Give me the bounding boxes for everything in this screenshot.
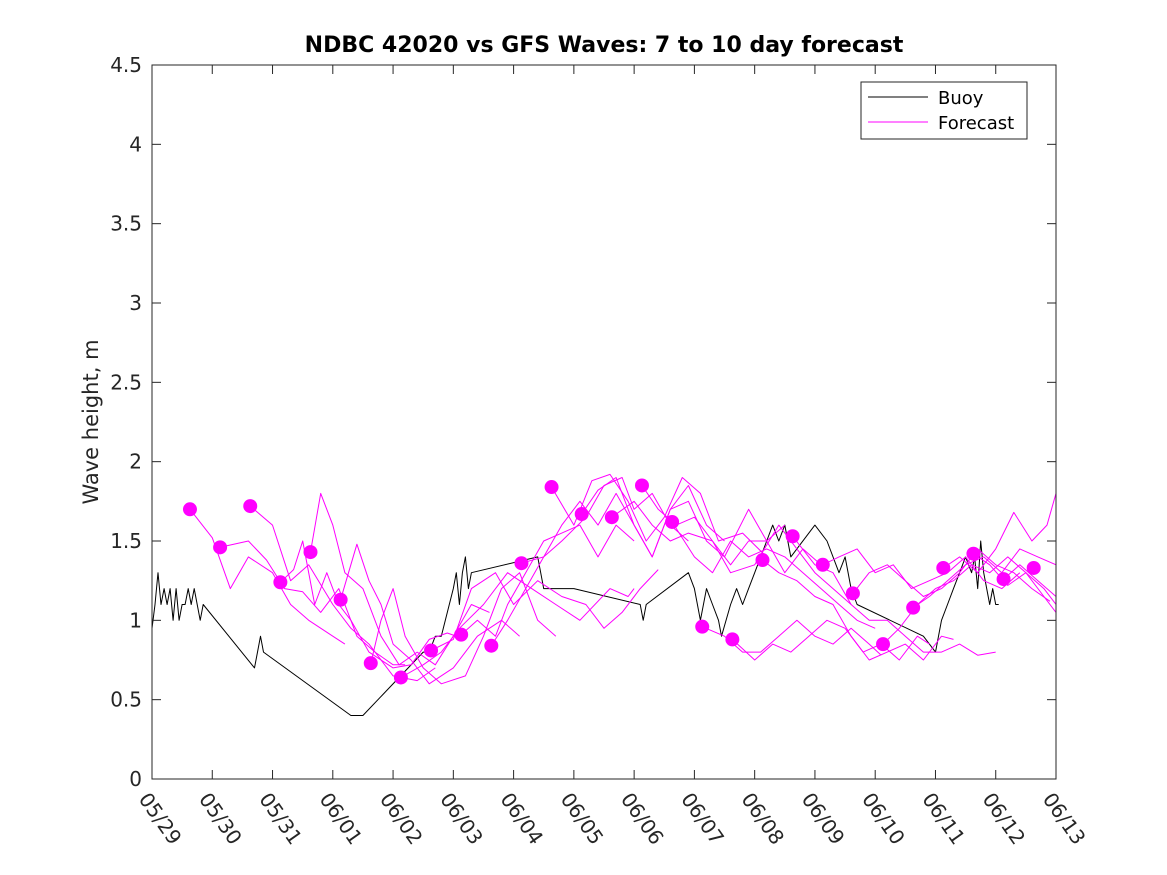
series-clip-group	[152, 473, 1056, 716]
legend-buoy-label: Buoy	[938, 88, 984, 109]
forecast-start-marker	[936, 560, 951, 575]
y-tick-label: 3.5	[110, 212, 142, 236]
forecast-start-marker	[695, 619, 710, 634]
forecast-start-marker	[604, 510, 619, 525]
forecast-start-marker	[906, 600, 921, 615]
legend: Buoy Forecast	[860, 81, 1028, 140]
forecast-start-marker	[273, 575, 288, 590]
plot-area	[152, 65, 1056, 779]
plot-frame	[151, 64, 1057, 780]
buoy-series-line	[152, 524, 999, 716]
forecast-series-line	[219, 540, 406, 666]
forecast-series-line	[370, 572, 557, 685]
forecast-start-marker	[1026, 560, 1041, 575]
forecast-start-marker	[484, 638, 499, 653]
forecast-series-line	[611, 500, 822, 574]
y-tick-label: 4	[129, 132, 142, 156]
chart-title: NDBC 42020 vs GFS Waves: 7 to 10 day for…	[305, 33, 904, 58]
forecast-start-marker	[966, 546, 981, 561]
forecast-start-marker	[213, 540, 228, 555]
forecast-start-marker	[393, 670, 408, 685]
forecast-series-line	[430, 569, 659, 651]
forecast-start-marker	[785, 529, 800, 544]
y-axis-label: Wave height, m	[79, 339, 103, 504]
forecast-start-marker	[544, 480, 559, 495]
forecast-series-line	[762, 559, 954, 661]
forecast-start-marker	[755, 553, 770, 568]
forecast-series-line	[732, 619, 930, 661]
forecast-series-line	[822, 548, 1021, 590]
forecast-series-line	[490, 477, 689, 646]
forecast-start-marker	[634, 478, 649, 493]
forecast-start-marker	[514, 556, 529, 571]
series-layer	[152, 473, 1056, 716]
forecast-start-marker	[876, 637, 891, 652]
forecast-series-line	[400, 572, 635, 678]
forecast-series-line	[551, 473, 768, 558]
forecast-start-marker	[845, 586, 860, 601]
legend-box	[860, 81, 1028, 140]
forecast-start-marker	[454, 627, 469, 642]
forecast-start-marker	[996, 572, 1011, 587]
forecast-series-line	[189, 508, 346, 645]
forecast-start-marker	[725, 632, 740, 647]
y-tick-label: 4.5	[110, 53, 142, 77]
forecast-series-line	[943, 493, 1056, 574]
y-tick-label: 2.5	[110, 370, 142, 394]
forecast-series-line	[912, 548, 1056, 609]
forecast-start-marker	[182, 502, 197, 517]
forecast-series-line	[852, 548, 1051, 602]
y-tick-label: 3	[129, 291, 142, 315]
forecast-series-line	[671, 521, 876, 629]
forecast-series-line	[973, 553, 1056, 613]
legend-forecast-label: Forecast	[938, 113, 1014, 134]
forecast-series-line	[702, 619, 882, 656]
forecast-start-marker	[363, 656, 378, 671]
forecast-start-marker	[333, 592, 348, 607]
forecast-start-marker	[303, 545, 318, 560]
y-tick-label: 1.5	[110, 529, 142, 553]
forecast-series-line	[792, 535, 996, 656]
y-tick-label: 2	[129, 450, 142, 474]
forecast-start-marker	[424, 643, 439, 658]
forecast-start-marker	[574, 507, 589, 522]
forecast-series-line	[280, 540, 466, 669]
forecast-start-marker	[815, 557, 830, 572]
forecast-series-line	[460, 524, 635, 637]
y-tick-label: 0.5	[110, 688, 142, 712]
y-tick-label: 1	[129, 608, 142, 632]
y-tick-label: 0	[129, 767, 142, 791]
forecast-start-marker	[243, 499, 258, 514]
forecast-series-line	[581, 477, 786, 558]
forecast-series-line	[521, 485, 725, 564]
forecast-start-marker	[665, 514, 680, 529]
